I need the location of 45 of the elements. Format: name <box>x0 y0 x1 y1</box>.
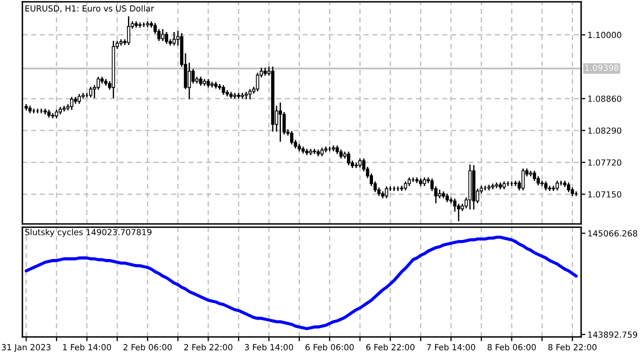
y-tick-label: 1.10000 <box>588 32 622 38</box>
candlestick <box>354 162 358 168</box>
candlestick <box>233 92 236 99</box>
candlestick <box>191 68 195 84</box>
candlestick <box>400 186 404 191</box>
x-tick-label: 7 Feb 14:00 <box>427 344 476 350</box>
candlestick <box>278 102 282 142</box>
y-tick-label: 1.08290 <box>588 127 622 134</box>
y-tick-label: 145066.268 <box>588 230 638 237</box>
x-tick-label: 3 Feb 14:00 <box>244 344 294 350</box>
candlestick <box>188 62 191 100</box>
candlestick <box>438 190 442 198</box>
candlestick <box>161 29 164 42</box>
candlestick <box>164 32 168 44</box>
candlestick <box>521 168 525 190</box>
x-tick-label: 31 Jan 2023 <box>2 344 51 352</box>
candlestick <box>324 146 328 152</box>
x-tick-label: 2 Feb 06:00 <box>124 344 172 350</box>
candlestick <box>529 170 532 176</box>
y-tick-label: 1.08860 <box>588 96 622 102</box>
x-tick-label: 6 Feb 22:00 <box>366 344 414 350</box>
x-tick-label: 8 Feb 22:00 <box>548 344 597 350</box>
y-tick-label: 143892.759 <box>588 331 638 338</box>
ref-line-label: 1.09398 <box>585 64 618 71</box>
candlestick <box>126 16 130 45</box>
candlestick <box>244 92 248 100</box>
x-tick-label: 8 Feb 06:00 <box>488 344 536 350</box>
candlestick <box>290 130 294 145</box>
x-tick-label: 1 Feb 14:00 <box>63 344 112 350</box>
candlestick <box>89 86 92 98</box>
candlestick <box>491 184 494 190</box>
candlestick <box>346 152 350 166</box>
chart-title: Slutsky cycles 149023.707819 <box>25 228 152 237</box>
candlestick <box>172 32 176 46</box>
y-tick-label: 1.07720 <box>588 159 622 166</box>
candlestick <box>51 113 54 118</box>
chart-title: EURUSD, H1: Euro vs US Dollar <box>25 5 154 12</box>
candlestick <box>70 96 74 110</box>
candlestick <box>384 186 388 198</box>
candlestick <box>44 108 47 114</box>
y-tick-label: 1.07150 <box>588 191 622 198</box>
x-tick-label: 6 Feb 06:00 <box>306 344 354 350</box>
line-series <box>24 236 578 330</box>
x-tick-label: 2 Feb 22:00 <box>184 344 232 350</box>
candlestick <box>548 186 552 191</box>
